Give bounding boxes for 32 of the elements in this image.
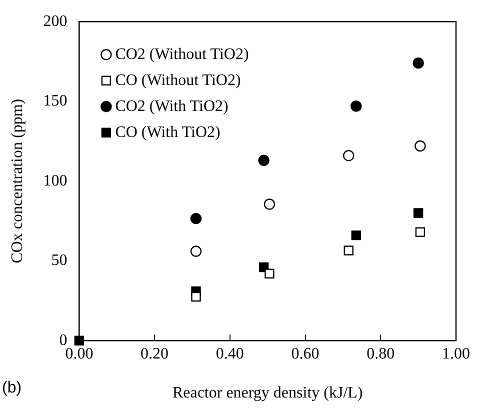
point [413,208,424,218]
x-tick-label: 0.80 [366,345,395,362]
point [190,212,202,224]
x-axis-title: Reactor energy density (kJ/L) [172,384,363,402]
y-tick-label: 50 [51,252,68,270]
legend-label: CO (With TiO2) [115,124,220,141]
point [343,150,354,162]
y-tick-label: 200 [43,12,68,30]
y-tick-label: 150 [43,92,68,110]
point [414,140,426,152]
x-tick-label: 0.20 [140,345,169,362]
point [264,198,276,210]
y-axis-title: COx concentration (ppm) [8,98,26,264]
point [350,100,362,112]
x-tick-label: 0.00 [65,345,94,362]
x-tick-label: 1.00 [442,345,470,362]
legend-label: CO2 (With TiO2) [115,98,228,115]
text: (b) [2,379,22,396]
x-tick-label: 0.40 [216,345,244,362]
point [258,154,270,166]
x-tick-label: 0.60 [291,345,320,362]
point [264,268,274,278]
point [190,246,202,257]
point [415,227,426,237]
legend-label: CO2 (Without TiO2) [115,46,249,63]
legend-label: CO (Without TiO2) [115,72,241,89]
point [191,292,201,302]
y-tick-label: 100 [43,172,68,190]
point [344,246,354,256]
point [351,230,361,240]
y-tick-label: 0 [59,332,68,349]
point [412,57,424,69]
